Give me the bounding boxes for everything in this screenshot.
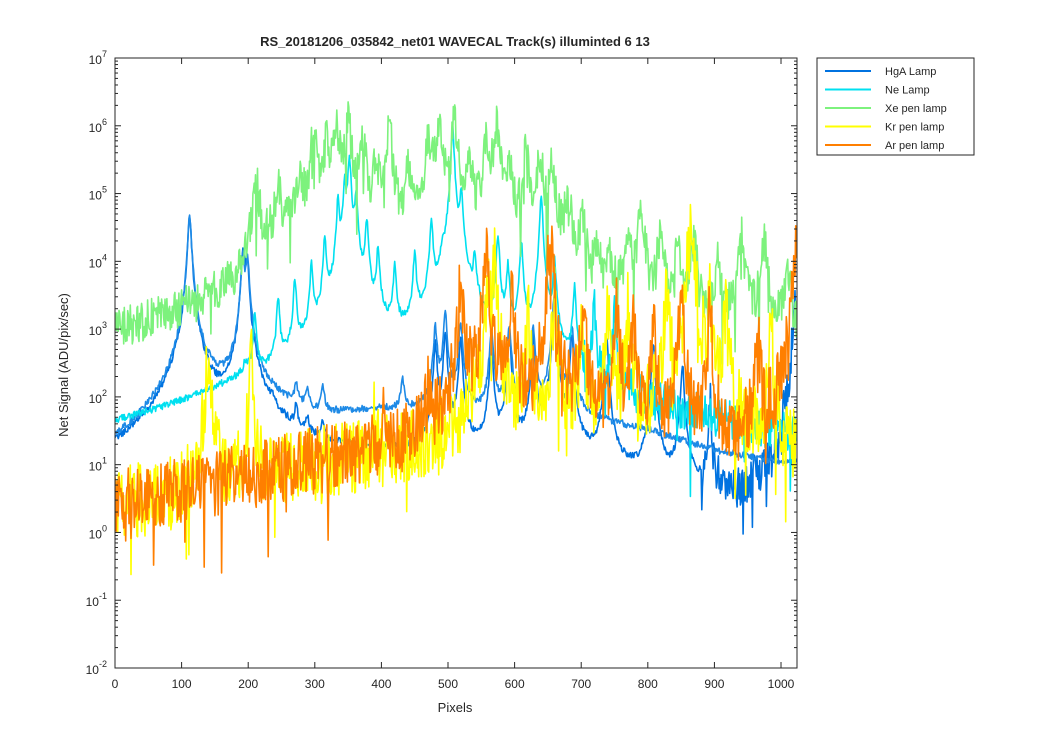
legend: HgA Lamp Ne Lamp Xe pen lamp Kr pen lamp Ar … [816, 57, 975, 156]
y-tick-label: 105 [89, 185, 107, 203]
legend-box [816, 57, 975, 156]
y-tick-label: 103 [89, 320, 107, 338]
x-tick-label: 300 [305, 677, 325, 691]
series-line-xe-pen-lamp [115, 101, 797, 365]
x-tick-label: 200 [238, 677, 258, 691]
y-tick-label: 101 [89, 456, 107, 474]
y-tick-label: 10-1 [86, 591, 107, 609]
y-tick-label: 10-2 [86, 659, 107, 677]
x-tick-label: 500 [438, 677, 458, 691]
series-line-hga-lamp [115, 215, 797, 535]
x-tick-label: 100 [172, 677, 192, 691]
series-line-hga-lamp-track-13 [115, 214, 797, 465]
y-tick-label: 106 [89, 117, 107, 135]
y-tick-label: 104 [89, 252, 107, 270]
legend-label-kr-pen-lamp: Kr pen lamp [885, 122, 944, 134]
x-tick-label: 600 [505, 677, 525, 691]
y-axis-label: Net Signal (ADU/pix/sec) [56, 293, 71, 437]
series-line-ne-lamp [115, 124, 797, 498]
axes-box [114, 57, 798, 669]
x-tick-label: 1000 [768, 677, 795, 691]
series-line-ar-pen-lamp [115, 225, 797, 574]
legend-label-ar-pen-lamp: Ar pen lamp [885, 140, 944, 152]
x-tick-label: 0 [112, 677, 119, 691]
x-tick-label: 900 [704, 677, 724, 691]
x-tick-label: 800 [638, 677, 658, 691]
legend-label-ne-lamp: Ne Lamp [885, 85, 930, 97]
y-tick-label: 107 [89, 49, 107, 67]
series-lines [115, 101, 797, 576]
y-tick-label: 102 [89, 388, 107, 406]
y-tick-label: 100 [89, 523, 107, 541]
x-tick-label: 400 [371, 677, 391, 691]
legend-label-xe-pen-lamp: Xe pen lamp [885, 103, 947, 115]
x-axis-label: Pixels [438, 700, 473, 715]
x-tick-label: 700 [571, 677, 591, 691]
chart-title: RS_20181206_035842_net01 WAVECAL Track(s… [260, 34, 650, 49]
legend-label-hga-lamp: HgA Lamp [885, 66, 936, 78]
